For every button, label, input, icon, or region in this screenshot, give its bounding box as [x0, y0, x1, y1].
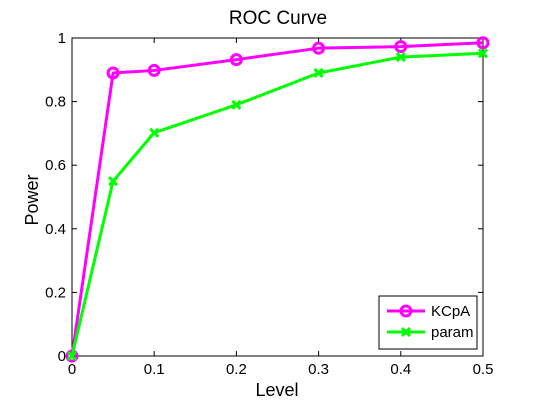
legend-box — [378, 295, 478, 350]
legend-item-param: param — [387, 324, 474, 341]
y-tick-label: 1 — [58, 30, 66, 47]
data-point-param — [477, 48, 489, 59]
data-point-param — [149, 127, 160, 138]
legend: KCpA param — [378, 295, 478, 350]
x-axis-title: Level — [255, 380, 298, 400]
series-layer — [65, 36, 490, 363]
data-point-param — [313, 67, 324, 79]
x-tick-label: 0.1 — [144, 361, 165, 378]
y-tick-label: 0 — [58, 348, 66, 365]
y-axis-title: Power — [22, 174, 42, 225]
data-point-KCpA — [106, 66, 120, 80]
data-point-KCpA — [147, 63, 161, 77]
legend-label: KCpA — [431, 303, 470, 320]
legend-label: param — [431, 324, 474, 341]
data-point-param — [66, 350, 78, 362]
x-tick-label: 0.4 — [390, 361, 411, 378]
x-axis: 0 0.1 0.2 0.3 0.4 0.5 — [68, 38, 494, 378]
data-point-KCpA — [229, 53, 243, 67]
y-tick-label: 0.8 — [45, 94, 66, 111]
plot-area-frame — [71, 37, 484, 357]
y-tick-label: 0.4 — [45, 221, 66, 238]
legend-item-KCpA: KCpA — [387, 303, 470, 320]
x-tick-label: 0.3 — [308, 361, 329, 378]
data-point-param — [108, 176, 119, 187]
y-tick-label: 0.2 — [45, 284, 66, 301]
data-point-param — [231, 99, 242, 110]
data-point-KCpA — [394, 40, 408, 54]
x-tick-label: 0 — [68, 361, 76, 378]
data-point-param — [395, 52, 406, 63]
x-tick-label: 0.2 — [226, 361, 247, 378]
x-tick-label: 0.5 — [473, 361, 494, 378]
series-line-KCpA — [70, 41, 484, 357]
y-tick-label: 0.6 — [45, 157, 66, 174]
data-point-KCpA — [476, 36, 490, 50]
data-point-KCpA — [312, 41, 326, 55]
legend-marker — [399, 304, 413, 318]
chart-title: ROC Curve — [229, 8, 327, 29]
